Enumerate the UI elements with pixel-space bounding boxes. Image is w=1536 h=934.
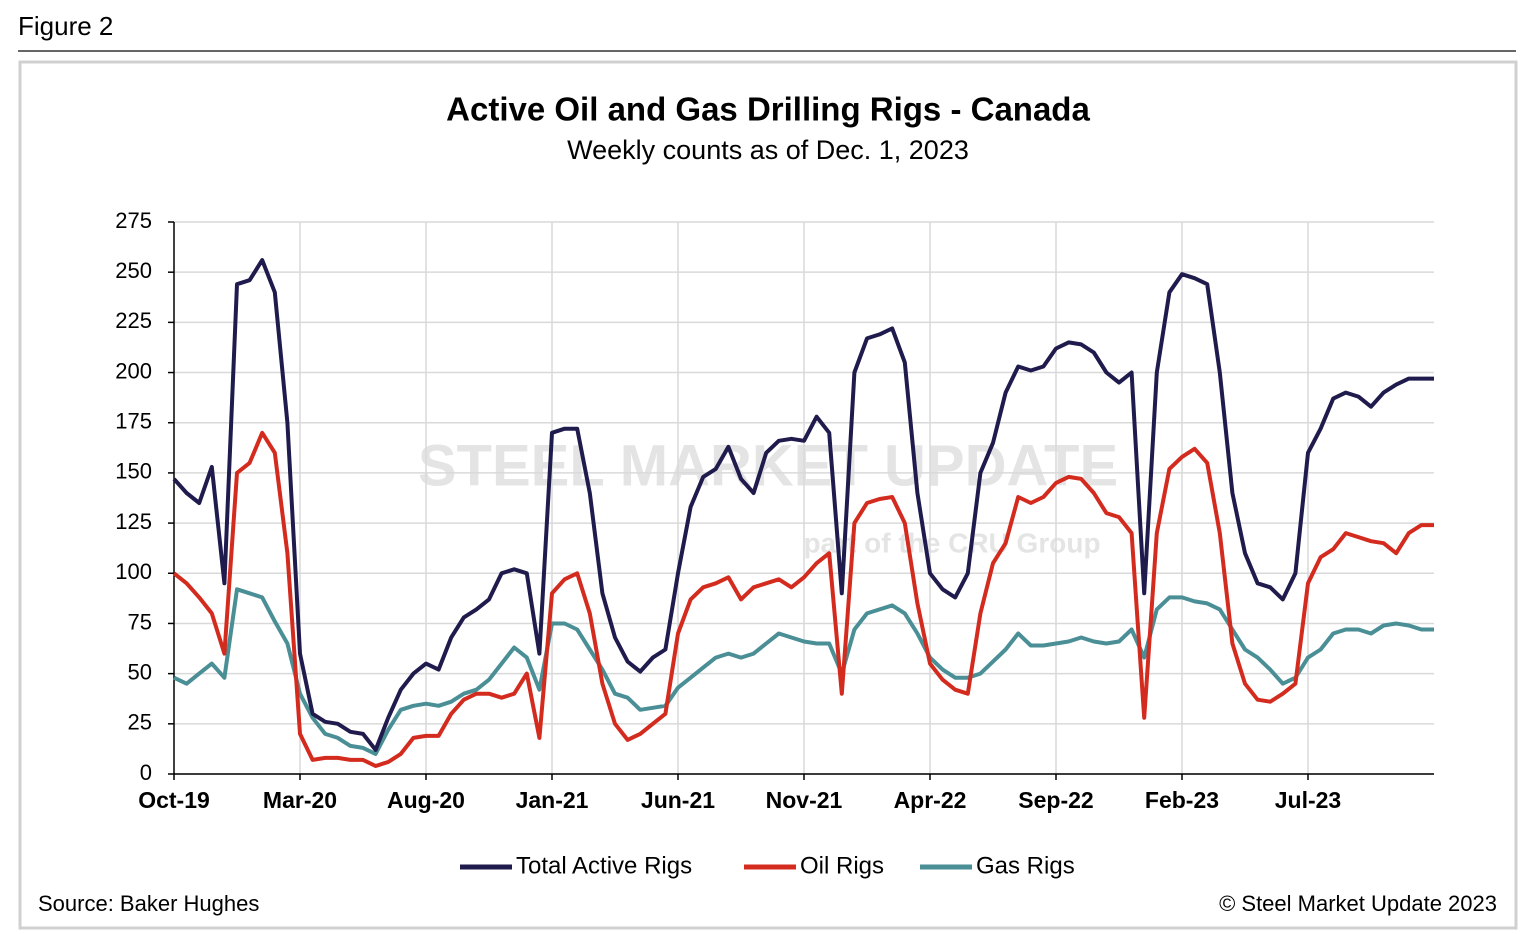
y-tick-label: 0 [140, 760, 152, 785]
x-tick-label: Jan-21 [516, 787, 589, 813]
watermark: STEEL MARKET UPDATE [418, 433, 1118, 498]
source: Source: Baker Hughes [38, 891, 259, 916]
y-tick-label: 50 [128, 659, 152, 684]
y-tick-label: 200 [115, 358, 152, 383]
chart-frame [18, 60, 1518, 930]
y-tick-label: 275 [115, 208, 152, 233]
x-tick-label: Oct-19 [138, 787, 210, 813]
series-line [173, 587, 1434, 756]
y-tick-label: 250 [115, 258, 152, 283]
legend-label: Oil Rigs [800, 852, 884, 879]
x-tick-label: Feb-23 [1145, 787, 1219, 813]
chart-title: Active Oil and Gas Drilling Rigs - Canad… [446, 91, 1090, 128]
y-tick-label: 75 [128, 609, 152, 634]
y-tick-label: 175 [115, 409, 152, 434]
x-tick-label: Nov-21 [766, 787, 843, 813]
copyright: © Steel Market Update 2023 [1219, 891, 1497, 916]
series-line [172, 430, 1434, 768]
y-tick-label: 150 [115, 459, 152, 484]
x-tick-label: Jun-21 [641, 787, 715, 813]
series-line [172, 258, 1434, 752]
y-tick-label: 125 [115, 509, 152, 534]
figure-label: Figure 2 [18, 11, 113, 41]
chart-subtitle: Weekly counts as of Dec. 1, 2023 [567, 135, 969, 165]
y-tick-label: 225 [115, 308, 152, 333]
y-tick-label: 25 [128, 710, 152, 735]
x-tick-label: Jul-23 [1275, 787, 1341, 813]
x-tick-label: Sep-22 [1018, 787, 1093, 813]
x-tick-label: Aug-20 [387, 787, 465, 813]
x-tick-label: Apr-22 [894, 787, 967, 813]
y-tick-label: 100 [115, 559, 152, 584]
x-tick-label: Mar-20 [263, 787, 337, 813]
legend-label: Gas Rigs [976, 852, 1075, 879]
legend-label: Total Active Rigs [516, 852, 692, 879]
